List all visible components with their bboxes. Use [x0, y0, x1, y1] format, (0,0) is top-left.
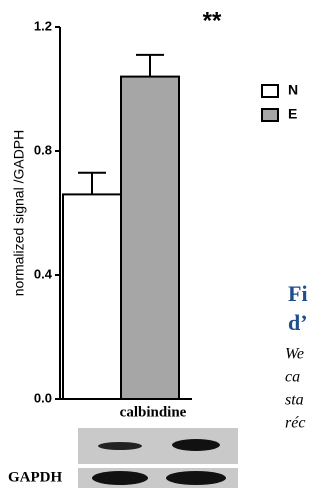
y-tick-label: 1.2 [34, 18, 52, 33]
legend-swatch [261, 108, 279, 122]
legend-swatch [261, 84, 279, 98]
blot [78, 428, 238, 488]
significance: ** [203, 7, 222, 34]
heading: Fi [288, 281, 308, 306]
y-tick-label: 0.0 [34, 390, 52, 405]
y-axis-label: normalized signal /GADPH [11, 130, 27, 297]
legend-label: E [288, 106, 297, 122]
body-text: sta [285, 392, 304, 409]
body-text: ca [285, 369, 300, 386]
blot-label: GAPDH [8, 469, 62, 485]
bar [120, 75, 180, 400]
heading: d’ [288, 310, 308, 335]
x-axis-label: calbindine [120, 404, 187, 420]
body-text: réc [285, 415, 305, 432]
body-text: We [285, 346, 304, 363]
y-tick-label: 0.4 [34, 266, 53, 281]
bar [62, 193, 122, 400]
legend-label: N [288, 82, 298, 98]
y-tick-label: 0.8 [34, 142, 52, 157]
